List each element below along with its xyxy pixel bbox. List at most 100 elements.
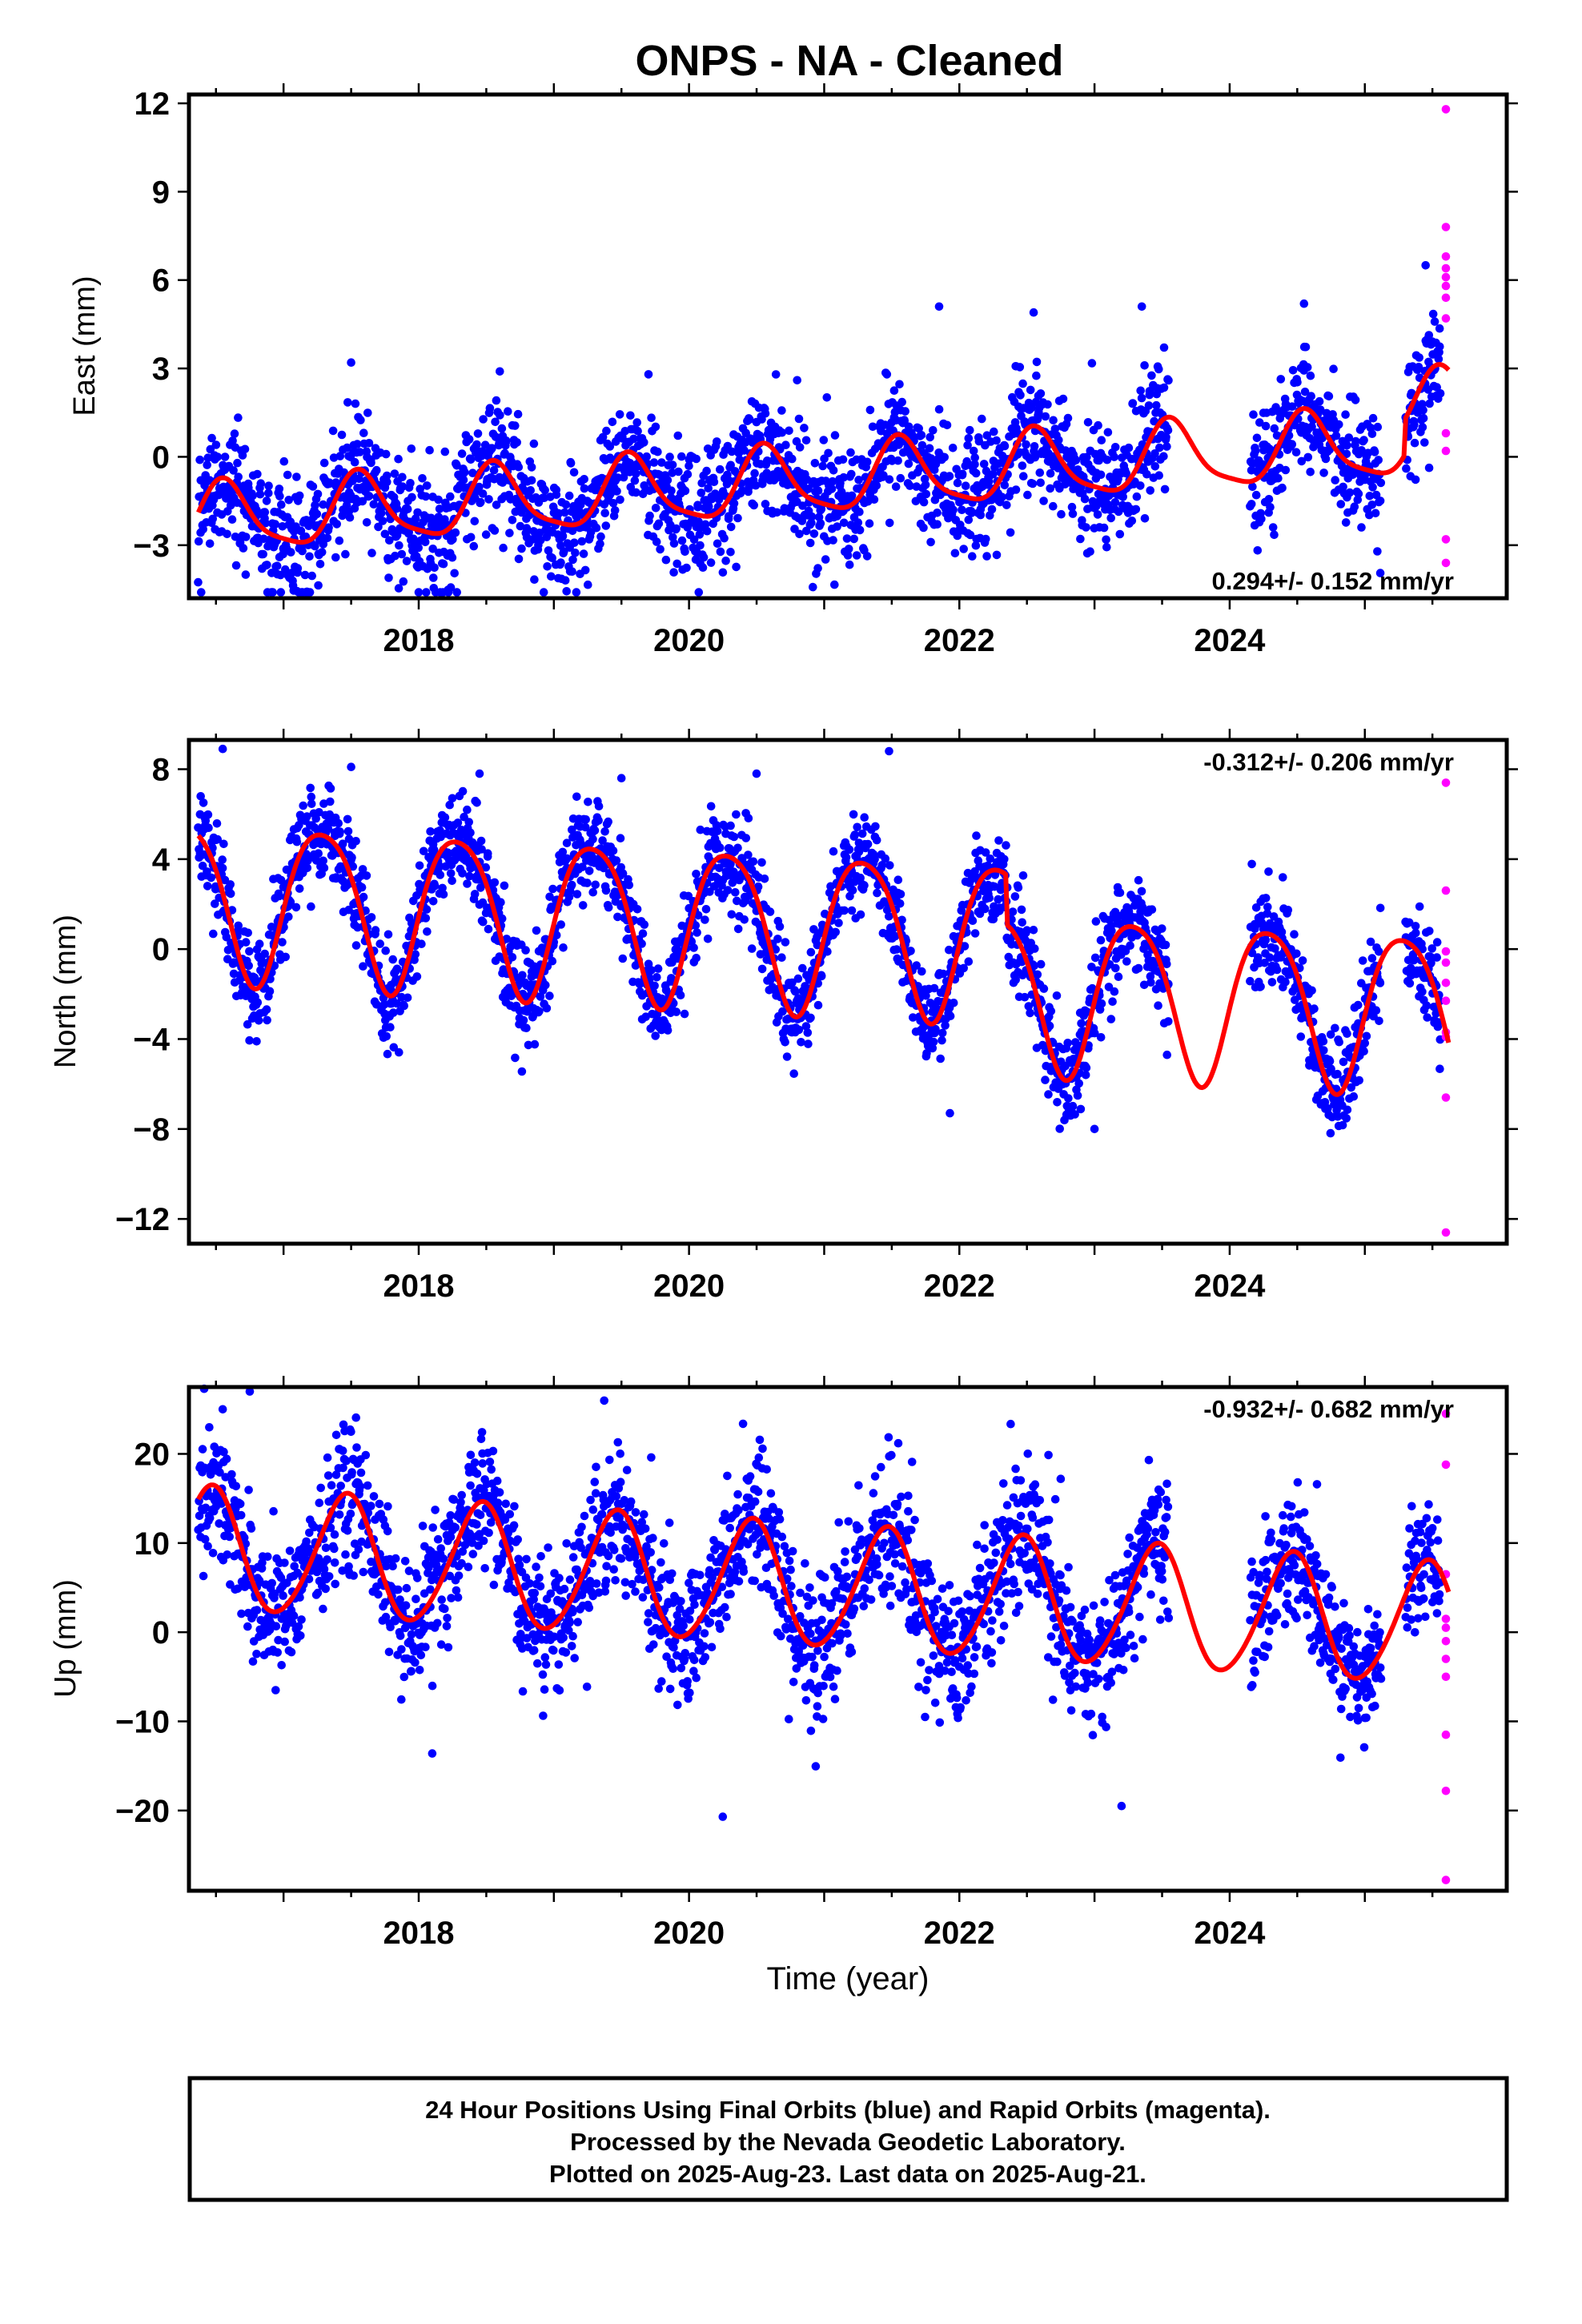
north-final-point bbox=[229, 969, 239, 979]
east-final-point bbox=[1114, 507, 1123, 517]
north-final-point bbox=[1307, 986, 1316, 995]
north-final-point bbox=[941, 1021, 950, 1030]
north-final-point bbox=[1063, 1039, 1072, 1047]
east-final-point bbox=[1147, 371, 1156, 380]
east-final-point bbox=[568, 567, 576, 576]
north-final-point bbox=[1146, 978, 1155, 987]
east-final-point bbox=[343, 398, 352, 407]
east-final-point bbox=[830, 431, 840, 440]
east-final-point bbox=[277, 500, 286, 509]
east-final-point bbox=[516, 521, 525, 531]
east-final-point bbox=[608, 499, 618, 508]
north-final-point bbox=[1110, 987, 1119, 996]
north-final-point bbox=[650, 981, 659, 991]
east-final-point bbox=[885, 518, 894, 528]
north-final-point bbox=[970, 929, 980, 938]
north-final-point bbox=[266, 975, 275, 983]
east-final-point bbox=[1150, 462, 1160, 471]
north-final-point bbox=[1375, 979, 1385, 987]
east-final-point bbox=[964, 434, 974, 443]
north-final-point bbox=[243, 928, 253, 938]
east-final-point bbox=[846, 448, 855, 457]
east-final-point bbox=[966, 530, 975, 540]
north-final-point bbox=[423, 927, 432, 936]
east-final-point bbox=[607, 455, 616, 464]
east-final-point bbox=[398, 482, 408, 491]
east-final-point bbox=[384, 573, 393, 582]
north-final-point bbox=[801, 1022, 811, 1031]
east-final-point bbox=[964, 515, 974, 525]
east-final-point bbox=[1374, 456, 1383, 464]
north-final-point bbox=[389, 1043, 399, 1052]
east-final-point bbox=[958, 505, 966, 514]
north-final-point bbox=[1126, 941, 1134, 950]
east-final-point bbox=[195, 455, 204, 464]
north-final-point bbox=[199, 798, 208, 807]
east-final-point bbox=[740, 446, 749, 455]
east-final-point bbox=[926, 432, 934, 442]
north-final-point bbox=[749, 857, 758, 866]
east-final-point bbox=[948, 444, 958, 452]
east-final-point bbox=[838, 455, 848, 464]
east-final-outlier-point bbox=[1137, 302, 1146, 312]
east-final-point bbox=[925, 444, 934, 453]
east-final-point bbox=[1284, 431, 1294, 440]
east-final-point bbox=[989, 469, 998, 479]
east-final-point bbox=[733, 513, 742, 523]
north-final-point bbox=[1052, 991, 1062, 1000]
east-final-point bbox=[1341, 410, 1350, 419]
east-final-point bbox=[1287, 402, 1297, 411]
north-final-point bbox=[1026, 1008, 1034, 1018]
east-final-point bbox=[704, 484, 713, 493]
east-final-point bbox=[1368, 483, 1377, 492]
north-final-point bbox=[440, 813, 450, 822]
east-final-point bbox=[430, 563, 439, 573]
east-final-point bbox=[561, 500, 571, 509]
east-final-point bbox=[694, 588, 704, 597]
east-final-point bbox=[1140, 361, 1149, 370]
north-final-point bbox=[218, 863, 227, 873]
east-final-point bbox=[364, 492, 374, 501]
north-final-point bbox=[873, 888, 881, 898]
north-final-point bbox=[251, 977, 260, 987]
east-final-point bbox=[692, 454, 701, 464]
east-final-point bbox=[990, 427, 998, 436]
north-final-point bbox=[706, 802, 716, 811]
east-final-point bbox=[1424, 463, 1434, 472]
north-final-point bbox=[909, 1013, 917, 1022]
east-final-point bbox=[446, 492, 455, 501]
north-final-point bbox=[463, 805, 472, 814]
north-final-point bbox=[338, 839, 347, 848]
north-final-point bbox=[729, 832, 739, 842]
east-final-point bbox=[457, 449, 467, 458]
east-final-point bbox=[261, 518, 271, 528]
east-final-point bbox=[1159, 383, 1169, 392]
north-final-outlier-point bbox=[946, 1108, 954, 1118]
north-final-point bbox=[1405, 979, 1415, 988]
north-final-point bbox=[1367, 954, 1377, 963]
north-final-point bbox=[245, 947, 254, 956]
east-final-point bbox=[716, 464, 725, 474]
east-final-point bbox=[1432, 383, 1441, 392]
up-final-point bbox=[199, 1571, 208, 1581]
north-final-point bbox=[448, 794, 457, 803]
east-final-point bbox=[615, 410, 624, 419]
east-final-point bbox=[220, 452, 230, 461]
east-final-point bbox=[1270, 424, 1279, 433]
east-final-point bbox=[829, 536, 837, 545]
east-final-point bbox=[1152, 400, 1161, 410]
north-final-point bbox=[1432, 938, 1442, 947]
east-final-point bbox=[208, 514, 218, 524]
east-final-point bbox=[295, 491, 304, 501]
east-final-point bbox=[1335, 420, 1343, 429]
east-final-point bbox=[1430, 317, 1439, 326]
north-final-point bbox=[382, 1031, 391, 1041]
east-final-point bbox=[372, 465, 381, 475]
north-final-point bbox=[647, 966, 656, 975]
east-final-point bbox=[1343, 440, 1351, 450]
east-final-point bbox=[869, 495, 879, 504]
east-final-point bbox=[1160, 485, 1170, 494]
east-final-point bbox=[949, 505, 958, 514]
east-final-point bbox=[1419, 413, 1428, 423]
north-final-point bbox=[624, 880, 634, 890]
